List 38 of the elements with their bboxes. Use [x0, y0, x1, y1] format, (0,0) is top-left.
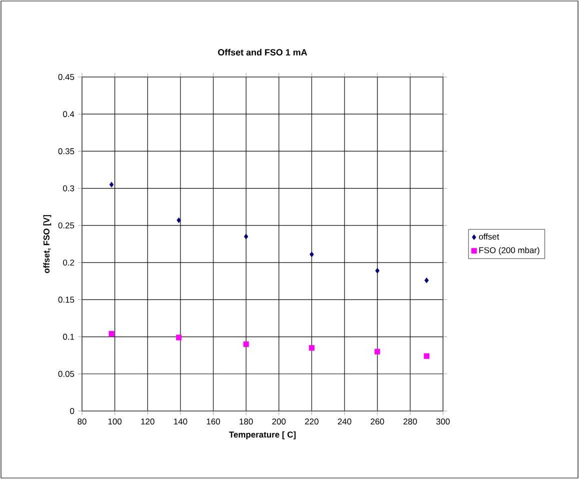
y-tick-label: 0.4 [63, 111, 74, 118]
x-axis-title: Temperature [ C] [229, 431, 296, 440]
x-tick-label: 300 [436, 418, 450, 425]
y-tick-label: 0.3 [63, 185, 74, 192]
x-tick-label: 80 [78, 418, 86, 425]
point [424, 353, 430, 359]
legend-label: FSO (200 mbar) [479, 246, 540, 255]
y-tick-label: 0.05 [58, 370, 74, 377]
point [308, 345, 315, 351]
x-tick-label: 260 [370, 418, 384, 425]
y-tick-label: 0.35 [58, 148, 74, 154]
point [310, 252, 314, 258]
x-tick-label: 160 [206, 418, 220, 425]
point [374, 348, 380, 354]
y-tick-label: 0.15 [58, 296, 74, 303]
point [243, 341, 249, 347]
point [109, 182, 114, 188]
y-tick-label: 0.1 [63, 334, 74, 340]
legend-label: offset [478, 233, 500, 240]
chart-title: Offset and FSO 1 mA [218, 48, 308, 56]
x-tick-label: 100 [108, 418, 122, 425]
y-tick-label: 0 [70, 408, 74, 414]
point [108, 331, 114, 337]
x-tick-label: 200 [272, 418, 286, 425]
point [176, 334, 182, 340]
y-axis-title: offset, FSO [V] [43, 215, 52, 274]
x-tick-label: 140 [174, 418, 188, 425]
x-tick-label: 220 [305, 418, 318, 425]
point [244, 234, 248, 240]
y-tick-label: 0.2 [63, 260, 74, 266]
y-tick-label: 0.25 [58, 222, 74, 228]
x-tick-label: 280 [404, 418, 417, 425]
point [424, 278, 429, 284]
y-tick-label: 0.45 [58, 74, 74, 80]
x-tick-label: 240 [338, 418, 352, 425]
x-tick-label: 120 [141, 418, 154, 425]
point [375, 268, 380, 274]
x-tick-label: 180 [240, 418, 253, 425]
